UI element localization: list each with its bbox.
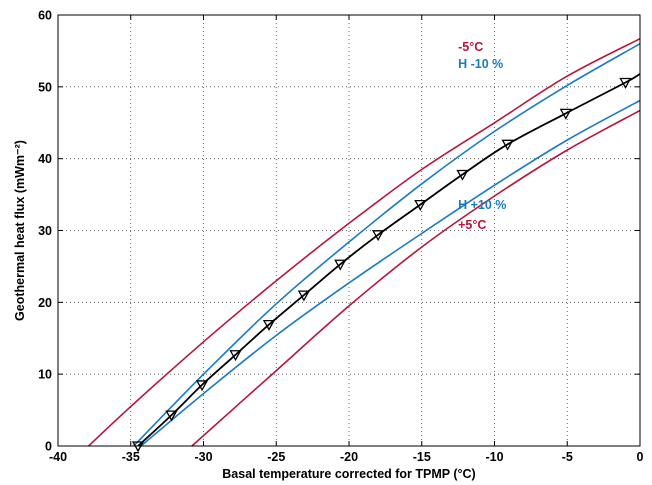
curve-annotation: H +10 % — [458, 198, 506, 212]
data-point-marker — [195, 380, 209, 392]
x-tick-label: -5 — [562, 450, 573, 464]
data-point-marker — [165, 410, 178, 422]
x-tick-label: -40 — [49, 450, 67, 464]
data-point-marker — [262, 319, 276, 331]
series-line-5-c — [88, 37, 641, 447]
curve-annotation: -5°C — [458, 40, 483, 54]
series-line-h-10 — [133, 43, 641, 447]
x-tick-label: -20 — [340, 450, 358, 464]
series-line-central — [137, 73, 641, 447]
y-tick-label: 30 — [38, 224, 52, 238]
y-axis-label: Geothermal heat flux (mWm⁻²) — [13, 140, 27, 321]
data-point-marker — [229, 350, 242, 362]
y-tick-label: 50 — [38, 80, 52, 94]
y-tick-label: 60 — [38, 9, 52, 23]
data-point-marker — [334, 259, 347, 271]
series-line-h-10 — [140, 99, 641, 447]
x-tick-label: -10 — [485, 450, 503, 464]
x-tick-label: -30 — [194, 450, 212, 464]
x-tick-label: -35 — [122, 450, 140, 464]
data-point-marker — [371, 230, 385, 242]
x-tick-label: -15 — [413, 450, 431, 464]
data-point-marker — [559, 108, 572, 120]
data-point-marker — [414, 199, 427, 211]
data-point-marker — [501, 139, 514, 151]
ticks: -40 -35 -30 -25 -20 -15 -10 -5 0 0 10 20 30 40 50 60 — [38, 9, 643, 465]
x-axis-label: Basal temperature corrected for TPMP (°C… — [222, 467, 475, 481]
curve-annotation: H -10 % — [458, 57, 503, 71]
markers — [131, 77, 632, 453]
y-tick-label: 10 — [38, 368, 52, 382]
x-tick-label: 0 — [637, 450, 644, 464]
y-tick-label: 40 — [38, 152, 52, 166]
data-point-marker — [456, 169, 469, 181]
data-point-marker — [619, 77, 632, 89]
series-line-5-c — [191, 109, 641, 447]
x-tick-label: -25 — [267, 450, 285, 464]
grid — [58, 15, 640, 446]
y-tick-label: 0 — [45, 440, 52, 454]
curves — [88, 37, 641, 447]
y-tick-label: 20 — [38, 296, 52, 310]
data-point-marker — [297, 290, 310, 302]
curve-annotation: +5°C — [458, 218, 486, 232]
annotations: -5°C H -10 % H +10 % +5°C — [458, 40, 506, 232]
